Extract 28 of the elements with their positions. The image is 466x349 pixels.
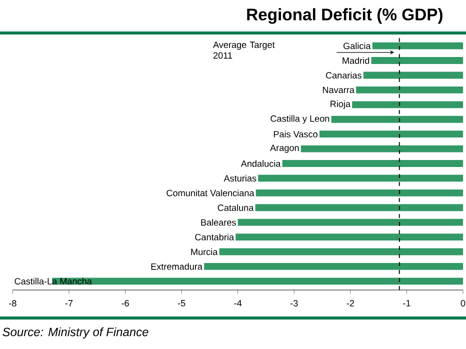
y-tick-label: Comunitat Valenciana	[166, 190, 254, 196]
y-tick-label: Pais Vasco	[274, 130, 318, 138]
y-tick-label: Castilla y Leon	[270, 115, 330, 124]
chart-title: Regional Deficit (% GDP)	[247, 8, 442, 24]
y-tick-label: Madrid	[342, 57, 370, 64]
x-tick-label: -8	[9, 300, 16, 306]
text: Source: Ministry of Finance	[2, 327, 148, 339]
y-tick-label: Murcia	[191, 248, 218, 256]
y-tick-label: Rioja	[330, 100, 351, 109]
y-tick-label: Andalucia	[240, 160, 281, 167]
y-tick-label: Cantabria	[195, 234, 234, 240]
x-tick-label: -4	[234, 300, 242, 306]
x-tick-label: -2	[346, 300, 354, 306]
x-tick-label: -3	[290, 300, 298, 306]
y-tick-label: Aragon	[270, 144, 299, 153]
x-tick-label: -7	[65, 300, 73, 306]
ref-line-label: Average Target 2011	[213, 42, 275, 59]
y-tick-label: Navarra	[322, 86, 354, 94]
y-tick-label: Canarias	[326, 72, 362, 79]
x-tick-label: -5	[178, 300, 186, 306]
x-tick-label: -6	[122, 300, 129, 306]
y-tick-label: Galicia	[344, 42, 371, 50]
y-tick-label: Cataluna	[218, 204, 254, 211]
y-tick-label: Extremadura	[151, 263, 202, 270]
y-tick-label: Asturias	[224, 174, 256, 182]
x-tick-label: -1	[403, 300, 410, 306]
y-tick-label: Baleares	[201, 219, 236, 226]
x-tick-label: 0	[460, 300, 466, 306]
